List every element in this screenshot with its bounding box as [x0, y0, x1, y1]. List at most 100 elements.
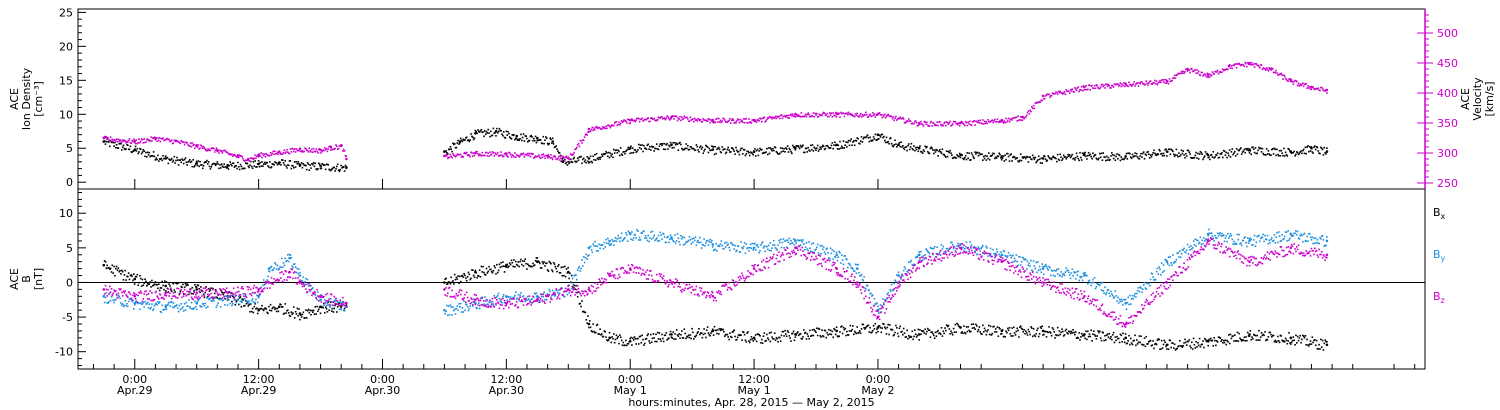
series-bx-anchor [443, 281, 446, 284]
series-by-point [468, 307, 471, 310]
velocity-series-point [992, 121, 994, 124]
velocity-series-point [330, 149, 332, 151]
series-bx-point [853, 330, 856, 333]
ion-density-series-point [1242, 150, 1245, 152]
series-bx-point [1290, 341, 1293, 344]
series-bx-point [927, 327, 929, 330]
ion-density-series-point [238, 166, 240, 168]
velocity-series-point [1305, 83, 1307, 85]
ion-density-series-point [1233, 152, 1235, 154]
velocity-series-point [719, 119, 722, 122]
series-bx-point [1190, 346, 1192, 349]
velocity-series-point [533, 157, 535, 159]
series-bx-anchor [1165, 343, 1169, 347]
series-bx-point [933, 334, 935, 337]
series-by-point [516, 297, 519, 300]
velocity-series-point [521, 153, 524, 156]
velocity-series-point [1246, 61, 1249, 64]
ion-density-series-anchor [494, 130, 498, 133]
ion-density-series-point [953, 156, 956, 159]
ion-density-series-point [903, 148, 906, 151]
series-bx-point [238, 297, 241, 299]
series-bx-point [877, 330, 879, 333]
ion-density-series-anchor [876, 133, 880, 136]
velocity-series-point [1085, 85, 1087, 87]
series-bx-point [868, 331, 871, 333]
series-bx-point [950, 330, 952, 332]
ion-density-series-point [240, 165, 243, 168]
series-bx-anchor [794, 333, 797, 336]
velocity-series-point [1050, 95, 1053, 97]
series-bx-point [955, 331, 957, 333]
series-bx-point [1154, 342, 1157, 345]
ion-density-series-point [844, 144, 846, 146]
ion-density-series-point [1046, 159, 1049, 162]
series-bx-point [791, 332, 794, 335]
velocity-series-point [913, 122, 915, 125]
series-bx-point [1080, 332, 1083, 335]
velocity-series-point [196, 146, 199, 148]
ion-density-series-point [269, 161, 271, 163]
series-by-point [761, 242, 763, 245]
velocity-series-point [969, 120, 971, 123]
velocity-series-point [611, 124, 613, 126]
ion-density-series-point [1226, 156, 1228, 159]
series-bx-point [453, 283, 455, 285]
ion-density-series-point [1050, 157, 1052, 160]
ion-density-series-point [1133, 155, 1135, 157]
series-bx-point [524, 258, 526, 260]
series-by-point [602, 247, 605, 250]
ion-density-series-point [1134, 152, 1136, 154]
ion-density-series-point [685, 143, 687, 145]
series-by-point [846, 258, 848, 261]
ion-density-series-point [793, 146, 796, 148]
ion-density-series-point [1282, 154, 1284, 157]
series-bx-point [1009, 333, 1012, 335]
series-by-point [827, 251, 829, 254]
series-bx-point [182, 293, 185, 295]
ion-density-series-point [640, 148, 643, 150]
velocity-series-point [772, 116, 774, 119]
ion-density-series-point [1163, 154, 1166, 157]
series-bx-point [914, 333, 917, 335]
series-bx-point [1184, 338, 1186, 341]
velocity-series-point [1123, 82, 1125, 84]
series-bx-point [882, 322, 884, 325]
series-bx-point [892, 334, 895, 337]
series-bx-point [274, 308, 276, 311]
series-bx-point [1298, 337, 1301, 339]
velocity-series-point [916, 124, 919, 127]
ion-density-series-point [946, 155, 949, 158]
series-bx-point [1308, 343, 1311, 345]
series-bx-point [1123, 341, 1126, 344]
ion-density-series-point [1234, 155, 1237, 157]
ion-density-series-point [718, 148, 721, 151]
series-by-point [119, 297, 121, 300]
ion-density-series-point [766, 147, 768, 150]
ion-density-series-point [467, 139, 470, 141]
velocity-series-point [1026, 111, 1029, 114]
series-bx-anchor [1248, 333, 1251, 336]
ion-density-series-anchor [345, 166, 348, 169]
ion-density-series-point [758, 150, 760, 152]
velocity-series-point [225, 151, 228, 154]
ion-density-series-point [842, 140, 845, 142]
ion-density-series-point [904, 146, 907, 148]
series-bx-point [824, 329, 827, 332]
velocity-series-point [890, 115, 893, 118]
ion-density-series-point [1122, 158, 1124, 160]
series-bx-point [724, 335, 726, 337]
ion-density-series-point [1118, 154, 1121, 157]
ion-density-series-point [1293, 150, 1295, 153]
series-bx-point [588, 326, 590, 329]
ion-density-series-point [533, 137, 535, 140]
velocity-series-point [767, 117, 770, 120]
velocity-series-point [601, 126, 604, 128]
series-bx-anchor [133, 277, 137, 281]
ion-density-series-point [1229, 156, 1232, 158]
series-by-point [797, 239, 799, 241]
ion-density-series-point [997, 155, 1000, 158]
series-bx-point [918, 339, 920, 341]
series-bx-point [1090, 329, 1092, 332]
velocity-series-point [204, 148, 206, 151]
